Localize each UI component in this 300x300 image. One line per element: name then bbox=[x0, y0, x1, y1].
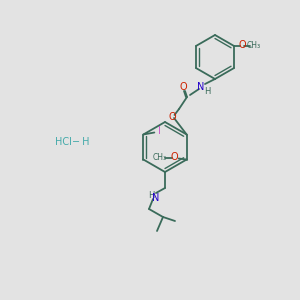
Text: O: O bbox=[168, 112, 176, 122]
Text: I: I bbox=[158, 127, 161, 136]
Text: N: N bbox=[152, 193, 160, 203]
Text: O: O bbox=[171, 152, 178, 163]
Text: H: H bbox=[148, 190, 154, 200]
Text: H: H bbox=[204, 86, 210, 95]
Text: N: N bbox=[197, 82, 205, 92]
Text: O: O bbox=[179, 82, 187, 92]
Text: CH₃: CH₃ bbox=[153, 153, 167, 162]
Text: HCl: HCl bbox=[55, 137, 72, 147]
Text: O: O bbox=[238, 40, 246, 50]
Text: ─ H: ─ H bbox=[70, 137, 89, 147]
Text: CH₃: CH₃ bbox=[247, 41, 261, 50]
